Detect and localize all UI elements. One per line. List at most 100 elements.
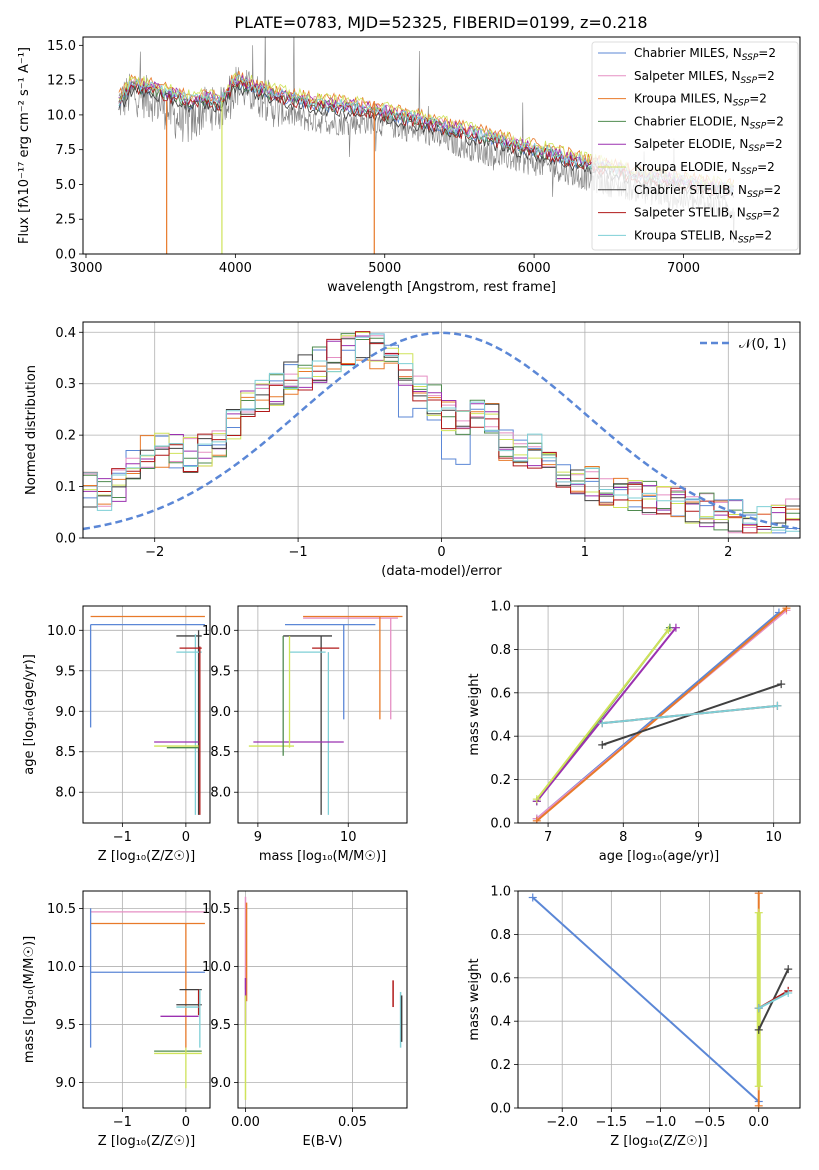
weight-line	[532, 896, 760, 1103]
y-tick-label: 0.6	[490, 971, 511, 986]
y-tick-label: 0.2	[55, 429, 76, 444]
y-tick-label: 0.0	[490, 817, 511, 832]
y-tick-label: 12.5	[47, 74, 76, 89]
y-tick-label: 0.3	[55, 377, 76, 392]
x-axis-label: Z [log₁₀(Z/Z☉)]	[98, 849, 195, 864]
y-axis-label: Flux [fλ10⁻¹⁷ erg cm⁻² s⁻¹ A⁻¹]	[17, 47, 32, 244]
legend-text: Chabrier MILES, N	[634, 46, 742, 60]
plot-area	[89, 908, 205, 1089]
legend-text: Salpeter ELODIE, N	[634, 137, 748, 151]
x-tick-label: −1	[289, 545, 308, 560]
axes-frame	[82, 321, 801, 539]
x-tick-label: 7000	[667, 261, 700, 276]
x-tick-label: −1.0	[645, 1115, 677, 1130]
legend-text: Kroupa STELIB, N	[634, 228, 738, 242]
x-tick-label: 0.00	[231, 1115, 260, 1130]
legend-text: Chabrier ELODIE, N	[634, 114, 750, 128]
legend-text: =2	[749, 92, 767, 106]
y-tick-label: 9.0	[55, 1076, 76, 1091]
legend-text: Kroupa ELODIE, N	[634, 160, 741, 174]
legend-frame	[591, 41, 799, 251]
y-tick-label: 1.0	[490, 885, 511, 900]
y-tick-label: 0.6	[490, 686, 511, 701]
histogram-series	[83, 335, 800, 530]
x-tick-label: 0.0	[748, 1115, 769, 1130]
axes-frame	[517, 890, 801, 1109]
x-tick-label: 4000	[219, 261, 252, 276]
legend-subscript: SSP	[738, 235, 755, 245]
y-tick-label: 2.5	[55, 213, 76, 228]
legend-subscript: SSP	[750, 121, 767, 131]
legend-label: Salpeter STELIB, NSSP=2	[634, 206, 780, 223]
y-tick-label: 7.5	[55, 143, 76, 158]
y-tick-label: 0.8	[490, 928, 511, 943]
y-tick-label: 9.0	[55, 705, 76, 720]
y-tick-label: 10.0	[202, 960, 231, 975]
figure-title: PLATE=0783, MJD=52325, FIBERID=0199, z=0…	[234, 13, 647, 32]
y-tick-label: 10.0	[47, 108, 76, 123]
x-tick-label: 0	[182, 1115, 190, 1130]
y-tick-label: 9.5	[210, 664, 231, 679]
y-tick-label: 15.0	[47, 39, 76, 54]
x-axis-label: E(B-V)	[302, 1134, 342, 1149]
legend-subscript: SSP	[742, 53, 759, 63]
legend-text: =2	[757, 160, 775, 174]
legend-text: =2	[762, 206, 780, 220]
x-axis-label: Z [log₁₀(Z/Z☉)]	[610, 1134, 707, 1149]
axes-weight-vs-age: 7 8 9 10 0.0 0.2 0.4 0.6 0.8 1.0 age [log₁₀(age/yr…	[467, 600, 801, 864]
y-tick-label: 10.5	[47, 902, 76, 917]
y-tick-label: 9.5	[210, 1018, 231, 1033]
plot-area	[248, 615, 403, 815]
x-tick-label: 10	[765, 830, 782, 845]
legend-text: =2	[765, 137, 783, 151]
y-tick-label: 10.0	[47, 624, 76, 639]
axes-mass-vs-Z: −1 0 9.0 9.5 10.0 10.5 Z [log₁₀(Z/Z☉)] mass [lo…	[22, 890, 211, 1149]
x-tick-label: −1	[113, 1115, 132, 1130]
y-tick-label: 8.5	[55, 745, 76, 760]
x-tick-label: 1	[581, 545, 589, 560]
y-tick-label: 9.5	[55, 664, 76, 679]
y-tick-label: 0.0	[55, 248, 76, 263]
x-axis-label: age [log₁₀(age/yr)]	[599, 849, 720, 864]
x-tick-label: 0.05	[338, 1115, 367, 1130]
axes-weight-vs-Z: −2.0 −1.5 −1.0 −0.5 0.0 0.0 0.2 0.4 0.6 0.8 1.0 Z […	[467, 885, 801, 1149]
legend-text: Kroupa MILES, N	[634, 92, 733, 106]
legend-subscript: SSP	[748, 144, 765, 154]
x-tick-label: 8	[619, 830, 627, 845]
y-tick-label: 9.0	[210, 705, 231, 720]
axes-frame	[237, 605, 408, 824]
y-axis-label: mass [log₁₀(M/M☉)]	[22, 936, 37, 1063]
y-tick-label: 0.2	[490, 773, 511, 788]
axes-age-vs-mass: 9 10 8.0 8.5 9.0 9.5 10.0 mass [log₁₀(M/M☉)]	[202, 605, 408, 864]
axes-mass-vs-EBV: 0.00 0.05 9.0 9.5 10.0 10.5 E(B-V)	[202, 890, 408, 1149]
y-tick-label: 0.2	[490, 1058, 511, 1073]
legend-subscript: SSP	[746, 213, 763, 223]
x-tick-label: −2	[145, 545, 164, 560]
legend-text: =2	[764, 183, 782, 197]
legend-text: =2	[758, 46, 776, 60]
y-tick-label: 10.5	[202, 902, 231, 917]
y-tick-label: 1.0	[490, 600, 511, 615]
x-tick-label: −2.0	[546, 1115, 578, 1130]
x-tick-label: −0.5	[694, 1115, 726, 1130]
plot-area	[244, 896, 403, 1100]
legend-text: =2	[754, 228, 772, 242]
y-tick-label: 0.0	[55, 532, 76, 547]
y-tick-label: 9.0	[210, 1076, 231, 1091]
x-axis-label: mass [log₁₀(M/M☉)]	[259, 849, 386, 864]
histogram-series	[83, 331, 800, 534]
weight-line	[602, 704, 778, 725]
weight-line	[536, 627, 677, 802]
weight-line	[536, 629, 670, 800]
axes-frame	[237, 890, 408, 1109]
legend-text: Salpeter MILES, N	[634, 69, 741, 83]
y-tick-label: 0.4	[490, 1015, 511, 1030]
y-tick-label: 8.0	[55, 786, 76, 801]
legend-text: =2	[757, 69, 775, 83]
legend-text: =2	[766, 114, 784, 128]
y-tick-label: 5.0	[55, 178, 76, 193]
legend-label: Salpeter MILES, NSSP=2	[634, 69, 775, 86]
y-tick-label: 8.5	[210, 745, 231, 760]
y-axis-label: mass weight	[467, 673, 482, 755]
x-axis-label: wavelength [Angstrom, rest frame]	[327, 280, 556, 295]
